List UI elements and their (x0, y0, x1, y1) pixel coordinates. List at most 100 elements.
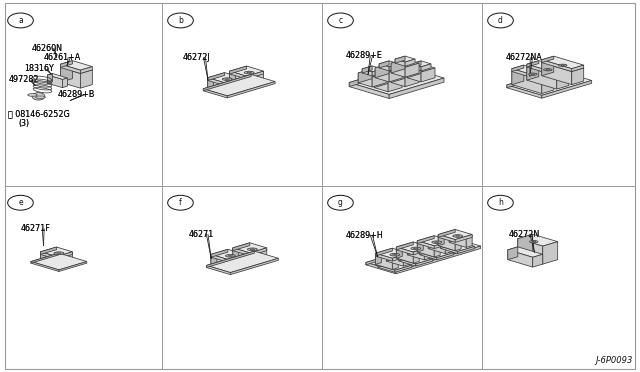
Polygon shape (417, 240, 423, 252)
Polygon shape (572, 68, 584, 84)
Text: h: h (498, 198, 503, 207)
Polygon shape (219, 73, 225, 86)
Text: 18316Y: 18316Y (24, 64, 54, 73)
Polygon shape (391, 68, 405, 83)
Polygon shape (542, 59, 554, 76)
Polygon shape (388, 78, 402, 92)
Circle shape (488, 195, 513, 210)
Polygon shape (416, 259, 433, 266)
Text: 46289+H: 46289+H (346, 231, 383, 240)
Polygon shape (208, 78, 225, 86)
Polygon shape (211, 255, 228, 270)
Polygon shape (438, 235, 455, 251)
Polygon shape (374, 78, 388, 92)
Polygon shape (358, 73, 372, 87)
Circle shape (488, 13, 513, 28)
Ellipse shape (559, 64, 567, 67)
Polygon shape (230, 72, 246, 87)
Polygon shape (366, 237, 451, 265)
Polygon shape (230, 70, 253, 77)
Polygon shape (56, 252, 72, 259)
Ellipse shape (529, 241, 538, 243)
Polygon shape (396, 242, 413, 250)
Polygon shape (395, 56, 405, 63)
Polygon shape (417, 236, 434, 244)
Polygon shape (374, 74, 402, 82)
Polygon shape (413, 247, 430, 255)
Polygon shape (466, 235, 472, 247)
Polygon shape (261, 248, 267, 261)
Polygon shape (376, 254, 392, 269)
Polygon shape (507, 70, 591, 95)
Text: Ⓑ 08146-6252G: Ⓑ 08146-6252G (8, 109, 70, 118)
Text: 46261+A: 46261+A (44, 53, 81, 62)
Polygon shape (376, 252, 398, 259)
Polygon shape (349, 83, 389, 99)
Text: 46271F: 46271F (21, 224, 51, 233)
Ellipse shape (453, 235, 463, 237)
Polygon shape (395, 68, 405, 76)
Ellipse shape (225, 78, 230, 80)
Polygon shape (43, 258, 75, 268)
Polygon shape (396, 246, 403, 258)
Polygon shape (59, 262, 87, 272)
Polygon shape (542, 74, 554, 80)
Polygon shape (81, 67, 92, 73)
Polygon shape (387, 249, 410, 256)
Polygon shape (208, 77, 230, 83)
Polygon shape (349, 66, 404, 87)
Polygon shape (214, 266, 230, 273)
Polygon shape (396, 247, 413, 255)
Polygon shape (51, 248, 56, 259)
Polygon shape (67, 253, 72, 264)
Polygon shape (35, 96, 45, 99)
Polygon shape (372, 73, 386, 87)
Text: 46271: 46271 (189, 230, 214, 239)
Ellipse shape (244, 71, 254, 74)
Polygon shape (372, 69, 382, 76)
Polygon shape (527, 64, 557, 76)
Polygon shape (421, 68, 435, 82)
Polygon shape (395, 265, 412, 272)
Polygon shape (438, 230, 455, 237)
Polygon shape (379, 61, 399, 67)
Polygon shape (389, 68, 403, 82)
Polygon shape (241, 67, 264, 74)
Polygon shape (376, 248, 392, 256)
Polygon shape (376, 253, 392, 261)
Polygon shape (455, 238, 461, 251)
Polygon shape (542, 62, 572, 84)
Polygon shape (417, 240, 440, 247)
Polygon shape (258, 72, 264, 84)
Polygon shape (244, 245, 261, 261)
Polygon shape (358, 69, 386, 77)
Polygon shape (60, 64, 72, 82)
Polygon shape (207, 251, 254, 267)
Polygon shape (375, 64, 389, 78)
Polygon shape (47, 75, 63, 88)
Polygon shape (230, 70, 236, 82)
Polygon shape (228, 259, 234, 270)
Polygon shape (420, 248, 454, 258)
Polygon shape (244, 243, 267, 250)
Circle shape (32, 93, 45, 100)
Polygon shape (230, 66, 264, 76)
Polygon shape (557, 73, 569, 89)
Polygon shape (392, 253, 410, 261)
Polygon shape (507, 85, 542, 98)
Polygon shape (405, 68, 415, 76)
Ellipse shape (390, 253, 400, 256)
Polygon shape (428, 237, 451, 243)
Polygon shape (391, 59, 419, 67)
Polygon shape (518, 234, 532, 257)
Polygon shape (362, 69, 372, 76)
Polygon shape (389, 78, 444, 99)
Polygon shape (512, 71, 542, 93)
Polygon shape (60, 64, 81, 73)
Ellipse shape (56, 253, 61, 254)
Polygon shape (403, 254, 410, 266)
Polygon shape (449, 232, 466, 247)
Polygon shape (219, 73, 242, 80)
Polygon shape (542, 56, 554, 62)
Polygon shape (228, 254, 245, 262)
